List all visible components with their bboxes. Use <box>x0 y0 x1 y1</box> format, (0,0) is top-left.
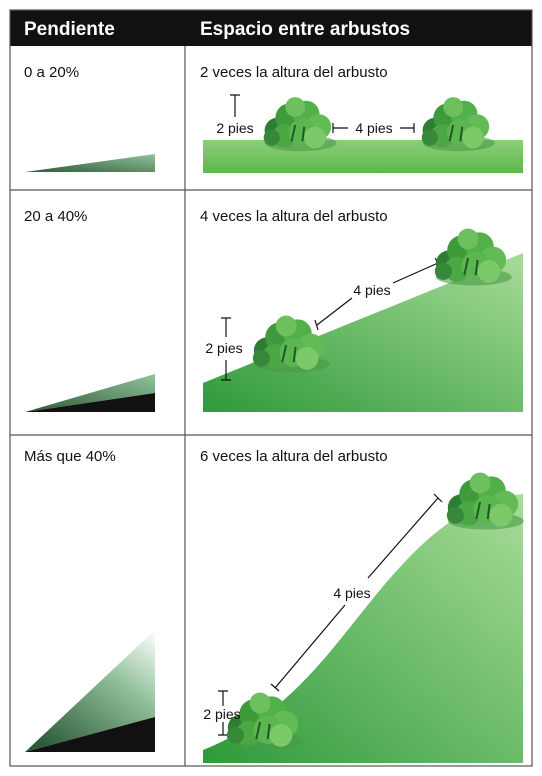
height-marker <box>218 690 228 736</box>
height-label: 2 pies <box>205 340 242 356</box>
header-cell: Pendiente <box>24 19 115 40</box>
header-cell: Espacio entre arbustos <box>200 19 410 40</box>
slope-wedge <box>25 630 155 752</box>
height-marker <box>221 317 231 381</box>
slope-cell: 20 a 40% <box>24 208 87 225</box>
shrub-leaf <box>269 723 293 747</box>
height-label: 2 pies <box>216 120 253 136</box>
shrub-leaf <box>285 97 306 117</box>
gap-marker <box>314 257 442 331</box>
shrub <box>263 97 337 152</box>
spacing-cell: 2 veces la altura del arbusto <box>200 64 388 81</box>
slope-wedge <box>25 154 155 172</box>
shrub-stem <box>463 257 479 276</box>
shrub-leaf <box>489 503 513 527</box>
height-marker <box>230 94 240 117</box>
spacing-cell: 6 veces la altura del arbusto <box>200 448 388 465</box>
shrub <box>252 315 330 373</box>
shrub-leaf <box>275 315 297 337</box>
slope-cell: 0 a 20% <box>24 64 79 81</box>
shrub-leaf <box>457 228 479 250</box>
header-bar <box>10 10 532 46</box>
slope-cell: Más que 40% <box>24 448 116 465</box>
spacing-cell: 4 veces la altura del arbusto <box>200 208 388 225</box>
shrub-leaf <box>304 126 326 149</box>
shrub <box>434 228 512 286</box>
gap-label: 4 pies <box>353 282 390 298</box>
shrub <box>446 472 524 530</box>
shrub-leaf <box>421 129 438 146</box>
slope-wedge <box>25 374 155 412</box>
shrub <box>226 692 304 750</box>
shrub-stem <box>255 721 271 740</box>
slope-wedge-base <box>25 393 155 412</box>
shrub <box>421 97 495 152</box>
shrub-leaf <box>249 692 271 714</box>
gap-marker <box>332 123 415 133</box>
shrub-stem <box>475 501 491 520</box>
gap-label: 4 pies <box>333 585 370 601</box>
ground <box>203 494 523 763</box>
shrub-leaf <box>226 726 244 744</box>
table-grid <box>9 9 533 767</box>
gap-label: 4 pies <box>355 120 392 136</box>
shrub-leaf <box>446 506 464 524</box>
shrub-stem <box>290 124 306 142</box>
shrub-leaf <box>434 262 452 280</box>
shrub-stem <box>448 124 464 142</box>
slope-wedge-base <box>25 717 155 752</box>
shrub-leaf <box>252 349 270 367</box>
gap-marker <box>270 493 443 692</box>
shrub-leaf <box>462 126 484 149</box>
shrub-leaf <box>443 97 464 117</box>
height-label: 2 pies <box>203 706 240 722</box>
shrub-leaf <box>469 472 491 494</box>
shrub-leaf <box>477 259 501 283</box>
shrub-stem <box>281 344 297 363</box>
shrub-leaf <box>295 346 319 370</box>
shrub-leaf <box>263 129 280 146</box>
